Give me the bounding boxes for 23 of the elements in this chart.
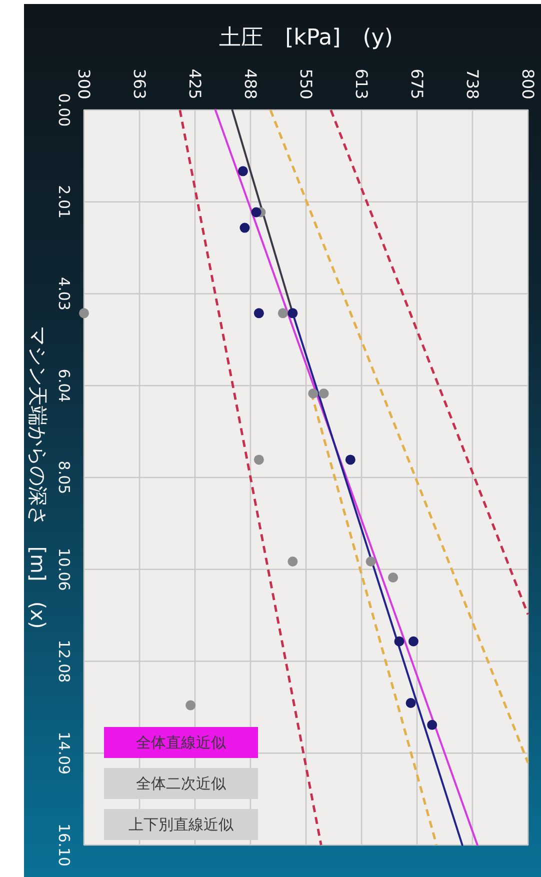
y-tick-label: 4.03: [55, 277, 73, 310]
button-label: 上下別直線近似: [128, 816, 234, 834]
x-tick-label: 488: [241, 68, 260, 100]
y-tick-label: 12.08: [55, 640, 73, 683]
x-tick-label: 738: [463, 68, 482, 100]
x-tick-label: 425: [186, 68, 204, 100]
x-axis-title: 土圧 [kPa] (y): [219, 26, 393, 50]
y-tick-label: 10.06: [55, 548, 73, 591]
y-tick-label: 6.04: [55, 368, 73, 402]
button-label: 全体二次近似: [136, 774, 226, 792]
y-tick-label: 2.01: [55, 185, 73, 219]
y-tick-label: 14.09: [55, 732, 73, 775]
y-tick-label: 0.00: [55, 93, 73, 127]
x-tick-label: 300: [74, 68, 94, 100]
x-tick-label: 800: [518, 68, 538, 100]
x-tick-label: 363: [130, 68, 149, 100]
x-tick-label: 613: [352, 68, 371, 100]
y-tick-label: 8.05: [55, 460, 73, 494]
button-label: 全体直線近似: [136, 734, 226, 752]
y-axis-title: マシン天端からの深さ [m] (x): [26, 326, 50, 629]
x-tick-label: 550: [296, 68, 316, 100]
x-tick-label: 675: [408, 68, 426, 100]
y-tick-label: 16.10: [55, 824, 73, 866]
